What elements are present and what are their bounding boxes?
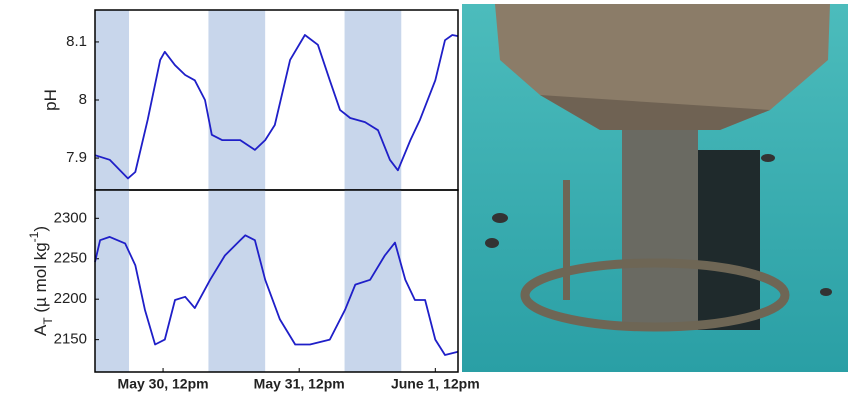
y-tick-label: 2300 [54, 209, 87, 226]
y-tick-label: 2200 [54, 290, 87, 307]
y-tick-label: 7.9 [66, 149, 87, 166]
y-tick-label: 8 [79, 91, 87, 108]
y-tick-label: 8.1 [66, 33, 87, 50]
y-axis-label-part: -1 [27, 231, 41, 242]
y-axis-label-part: pH [41, 89, 60, 111]
y-axis-label-part: ) [31, 226, 50, 232]
x-tick-label: May 30, 12pm [118, 376, 209, 392]
data-line [95, 35, 458, 178]
plot-frame [95, 190, 458, 372]
x-tick-label: June 1, 12pm [391, 376, 480, 392]
plot-frame [95, 10, 458, 190]
y-axis-label: pH [41, 89, 60, 111]
y-axis-label: AT (µ mol kg-1) [27, 226, 55, 336]
night-band [95, 190, 129, 372]
night-band [345, 190, 402, 372]
data-line [95, 235, 458, 355]
figure: 7.9 8 8.1 pH 2150 2200 2250 2300 May 30, 12pm May… [0, 0, 848, 398]
y-tick-label: 2150 [54, 331, 87, 348]
night-band [208, 10, 265, 190]
x-tick-label: May 31, 12pm [254, 376, 345, 392]
y-axis-label-part: (µ mol kg [31, 242, 50, 317]
photo [462, 4, 848, 372]
y-axis-label-part: A [31, 324, 50, 336]
night-band [208, 190, 265, 372]
y-tick-label: 2250 [54, 250, 87, 267]
